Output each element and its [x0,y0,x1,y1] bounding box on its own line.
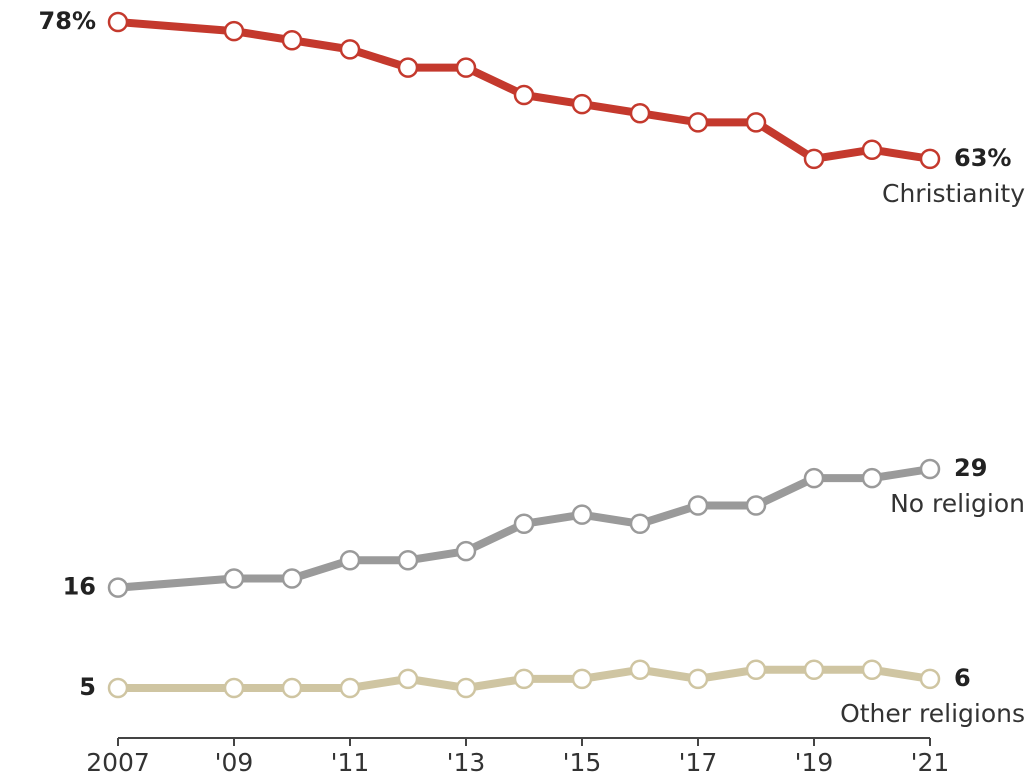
x-tick-label: '19 [795,748,834,777]
data-point [687,112,709,133]
data-point [397,668,419,690]
data-point [513,513,535,535]
data-point [919,668,941,690]
x-tick-label: '17 [679,748,718,777]
x-tick-label: '09 [215,748,254,777]
data-point [339,550,361,571]
data-point [223,20,245,42]
data-point [861,659,883,681]
data-point [745,659,767,681]
data-point [455,540,477,562]
data-point [397,57,419,78]
series-name: Other religions [840,699,1025,728]
data-point [629,513,651,535]
data-point [745,112,767,133]
data-point [919,148,941,170]
data-point [107,11,129,33]
data-point [223,677,245,699]
data-point [803,148,825,170]
data-point [513,668,535,690]
data-point [687,495,709,516]
x-tick-label: '13 [447,748,486,777]
series-name: Christianity [882,179,1025,208]
x-tick-label: '15 [563,748,602,777]
data-point [397,550,419,571]
value-label: 29 [954,454,987,482]
data-point [803,467,825,489]
data-point [455,677,477,699]
value-label: 16 [63,573,96,601]
data-point [571,504,593,525]
data-point [919,458,941,480]
data-point [339,677,361,699]
data-point [745,495,767,516]
data-point [629,102,651,124]
x-tick-label: '11 [331,748,370,777]
value-label: 78% [39,7,96,35]
data-point [687,668,709,690]
data-point [571,668,593,690]
data-point [803,659,825,681]
x-tick-label: 2007 [86,748,150,777]
data-point [455,57,477,78]
data-point [861,467,883,489]
data-point [513,84,535,106]
data-point [223,568,245,589]
data-point [281,568,303,589]
data-point [281,29,303,51]
x-tick-label: '21 [911,748,950,777]
data-point [281,677,303,699]
data-point [571,93,593,115]
value-label: 63% [954,144,1011,172]
value-label: 5 [79,673,96,701]
data-point [629,659,651,681]
data-point [107,577,129,598]
data-point [339,39,361,60]
data-point [107,677,129,699]
data-point [861,139,883,160]
series-name: No religion [890,489,1025,518]
value-label: 6 [954,664,971,692]
